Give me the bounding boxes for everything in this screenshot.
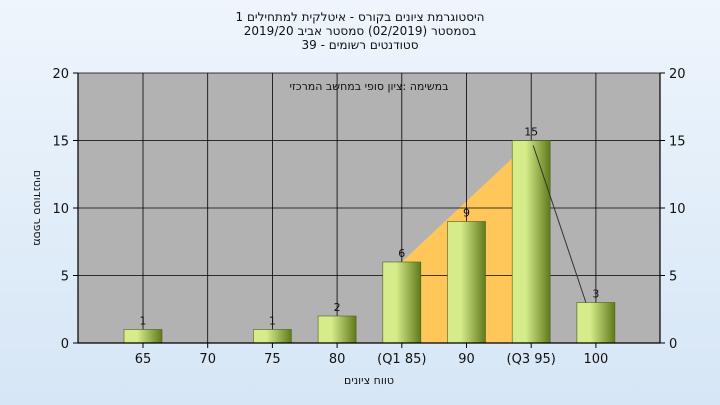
y-tick-label-right-4: 20 bbox=[669, 67, 686, 82]
y-tick-label-left-0: 0 bbox=[61, 337, 69, 352]
x-tick-label-6: (Q3 95) bbox=[507, 352, 556, 367]
chart-title: היסטוגרמת ציונים בקורס - איטלקית למתחילי… bbox=[0, 10, 720, 52]
data-label-4: 6 bbox=[398, 247, 405, 260]
plot-annotation: במשימה :ציון סופי במחשב המרכזי bbox=[289, 80, 448, 93]
y-tick-label-left-1: 5 bbox=[61, 270, 69, 285]
title-line-3: סטודנטים רשומים - 39 bbox=[301, 38, 419, 52]
y-tick-label-left-4: 20 bbox=[52, 67, 69, 82]
y-axis-label: מספר סטודנטים bbox=[31, 170, 44, 246]
bar-0 bbox=[123, 329, 163, 344]
x-axis-label: טווח ציונים bbox=[344, 374, 394, 387]
title-line-2: בסמסטר (02/2019) סמסטר אביב 2019/20 bbox=[243, 24, 477, 38]
x-tick-label-1: 70 bbox=[199, 352, 216, 367]
data-label-5: 9 bbox=[463, 207, 470, 220]
data-label-3: 2 bbox=[334, 301, 341, 314]
data-label-6: 15 bbox=[524, 126, 538, 139]
axes-layer: 0 0 5 5 10 10 15 15 20 20 65 70 75 80 (Q1 85) 90 (Q3 95)… bbox=[52, 67, 685, 367]
y-tick-label-left-2: 10 bbox=[52, 202, 69, 217]
y-tick-label-left-3: 15 bbox=[52, 135, 69, 150]
x-tick-label-3: 80 bbox=[329, 352, 346, 367]
bars-layer bbox=[123, 140, 616, 344]
bar-5 bbox=[447, 221, 486, 344]
x-tick-label-4: (Q1 85) bbox=[377, 352, 426, 367]
x-tick-label-7: 100 bbox=[583, 352, 608, 367]
labels-layer: 1 1 2 6 9 15 3 bbox=[140, 126, 600, 328]
bar-3 bbox=[317, 315, 357, 344]
title-line-1: היסטוגרמת ציונים בקורס - איטלקית למתחילי… bbox=[235, 10, 485, 24]
data-label-2: 1 bbox=[269, 315, 276, 328]
y-tick-label-right-2: 10 bbox=[669, 202, 686, 217]
x-tick-label-5: 90 bbox=[458, 352, 475, 367]
bar-7 bbox=[576, 302, 616, 344]
y-tick-label-right-0: 0 bbox=[669, 337, 677, 352]
bar-4 bbox=[382, 261, 422, 344]
bar-6 bbox=[511, 140, 551, 344]
data-label-0: 1 bbox=[140, 315, 147, 328]
x-tick-label-0: 65 bbox=[135, 352, 152, 367]
y-tick-label-right-1: 5 bbox=[669, 270, 677, 285]
data-label-7: 3 bbox=[592, 288, 599, 301]
x-tick-label-2: 75 bbox=[264, 352, 281, 367]
y-tick-label-right-3: 15 bbox=[669, 135, 686, 150]
bar-2 bbox=[253, 329, 292, 344]
trend-line bbox=[532, 145, 587, 303]
